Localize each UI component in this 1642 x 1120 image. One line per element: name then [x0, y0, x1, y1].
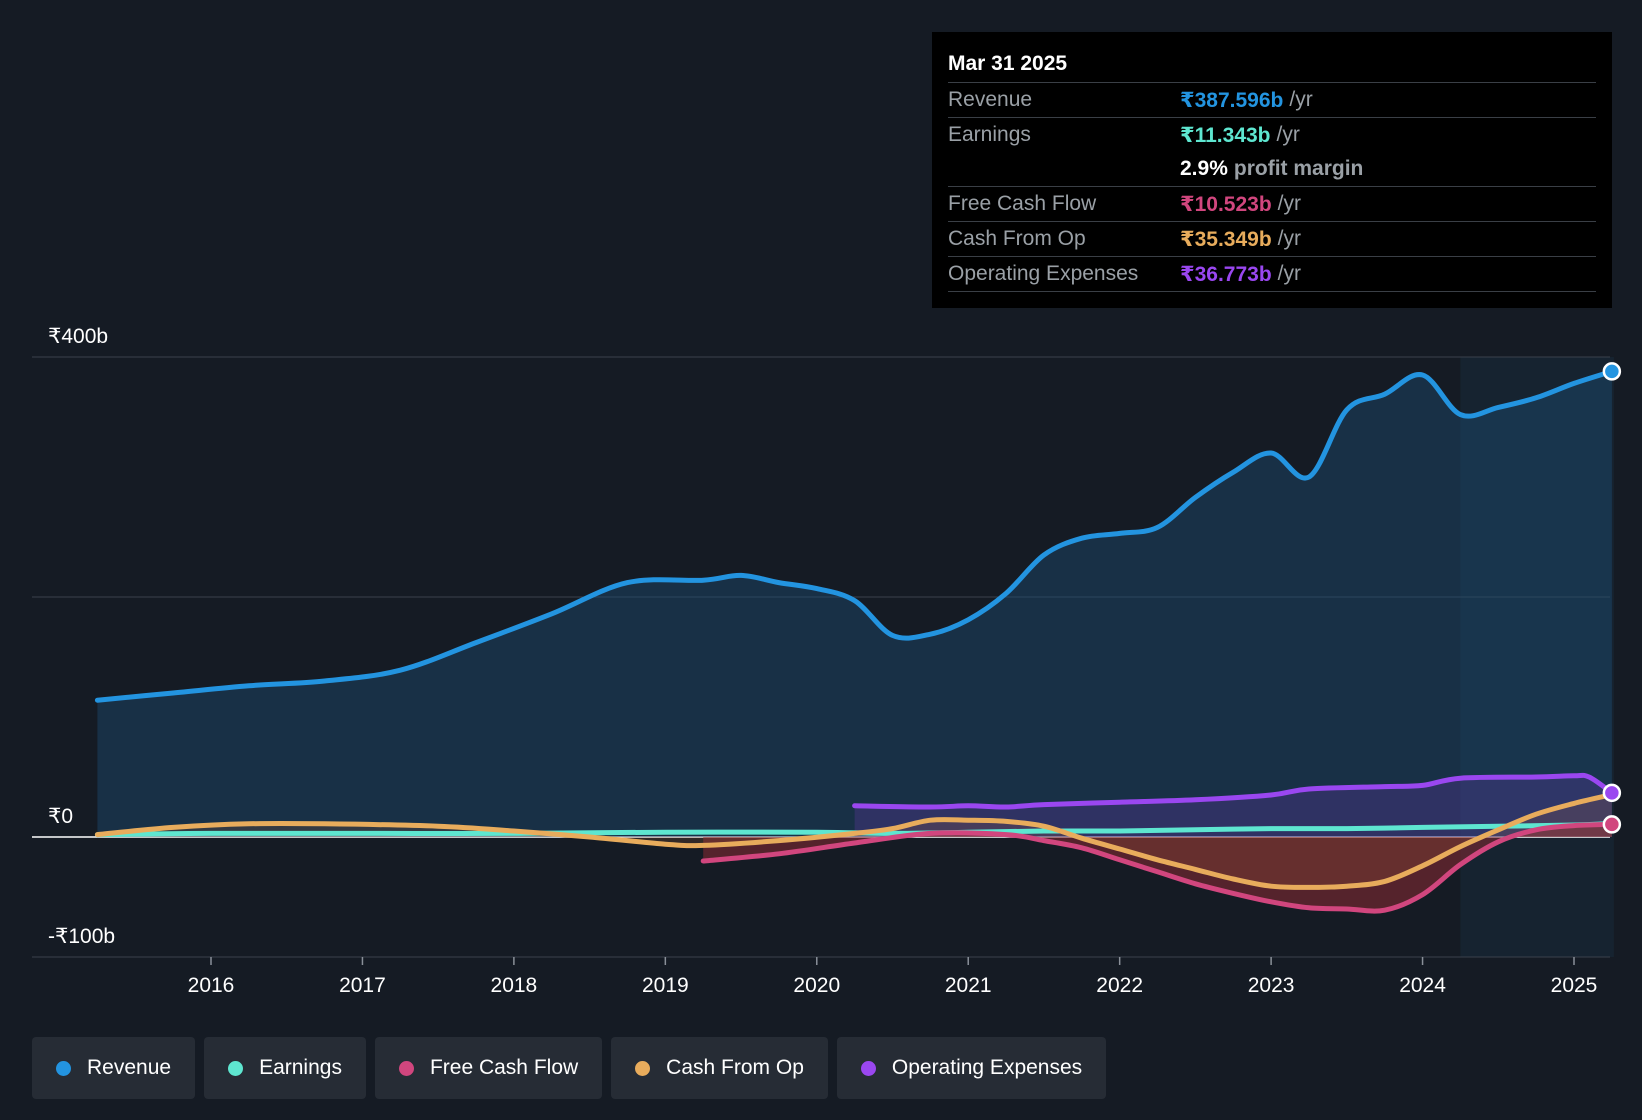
legend-label: Operating Expenses [891, 1056, 1083, 1079]
x-tick-label: 2022 [1096, 974, 1143, 997]
free-cash-flow-line [700, 821, 1615, 914]
legend-label: Revenue [87, 1056, 172, 1079]
x-tick-label: 2025 [1551, 974, 1598, 997]
tooltip-row-earnings: Earnings ₹11.343b /yr [948, 117, 1596, 152]
x-tick-label: 2023 [1248, 974, 1295, 997]
profit-margin-text: profit margin [1233, 157, 1364, 180]
x-tick-label: 2017 [339, 974, 386, 997]
legend-label: Cash From Op [666, 1056, 804, 1079]
tooltip-row-revenue: Revenue ₹387.596b /yr [948, 82, 1596, 117]
legend-item-operating-expenses[interactable]: Operating Expenses [836, 1037, 1107, 1099]
legend-item-cash-from-op[interactable]: Cash From Op [611, 1037, 828, 1099]
tooltip-label: Operating Expenses [948, 262, 1139, 285]
operating-expenses-area [854, 775, 1612, 837]
operating-expenses-line [852, 772, 1615, 810]
cash-from-op-area [97, 794, 1612, 888]
x-tick-label: 2021 [945, 974, 992, 997]
y-tick-label: ₹0 [48, 805, 73, 828]
tooltip-value: ₹10.523b [1180, 192, 1272, 216]
legend-label: Free Cash Flow [429, 1056, 579, 1079]
legend-dot-icon [398, 1060, 414, 1076]
operating-expenses-end-marker [1602, 783, 1622, 803]
legend-dot-icon [635, 1060, 651, 1076]
tooltip-unit: /yr [1277, 262, 1301, 285]
tooltip-label: Revenue [948, 88, 1033, 111]
tooltip-value: ₹387.596b [1180, 88, 1284, 112]
legend-item-earnings[interactable]: Earnings [204, 1037, 366, 1099]
tooltip-unit: /yr [1277, 192, 1301, 215]
x-tick-label: 2020 [793, 974, 840, 997]
tooltip-row-margin: 2.9% profit margin [948, 152, 1596, 186]
legend-dot-icon [860, 1060, 876, 1076]
revenue-line [94, 368, 1615, 703]
free-cash-flow-area [703, 824, 1612, 912]
end-markers [1602, 362, 1622, 834]
x-tick-label: 2024 [1399, 974, 1446, 997]
tooltip-date: Mar 31 2025 [948, 52, 1068, 75]
y-tick-label: ₹400b [48, 325, 108, 348]
profit-margin-value: 2.9% [1180, 157, 1228, 180]
legend-label: Earnings [259, 1056, 342, 1079]
tooltip-row-cfo: Cash From Op ₹35.349b /yr [948, 221, 1596, 256]
legend-item-revenue[interactable]: Revenue [32, 1037, 196, 1099]
legend-dot-icon [228, 1060, 244, 1076]
x-tick-label: 2019 [642, 974, 689, 997]
forecast-band [1460, 357, 1614, 957]
series-areas [97, 371, 1612, 912]
tooltip-label: Free Cash Flow [948, 192, 1097, 215]
x-tick-label: 2018 [491, 974, 538, 997]
tooltip-unit: /yr [1276, 123, 1300, 146]
tooltip-unit: /yr [1277, 227, 1301, 250]
tooltip-value: ₹35.349b [1180, 227, 1272, 251]
tooltip-label: Cash From Op [948, 227, 1086, 250]
axis-labels: ₹400b ₹0 -₹100b 2016 2017 2018 2019 2020 2021 202… [48, 325, 1597, 997]
y-tick-label: -₹100b [48, 925, 115, 948]
series-lines [94, 368, 1615, 914]
tooltip-value: ₹36.773b [1180, 262, 1272, 286]
tooltip-label: Earnings [948, 123, 1031, 146]
legend-dot-icon [56, 1060, 71, 1076]
revenue-end-marker [1602, 362, 1622, 381]
free-cash-flow-end-marker [1602, 815, 1622, 834]
x-tick-label: 2016 [188, 974, 235, 997]
legend-item-free-cash-flow[interactable]: Free Cash Flow [374, 1037, 603, 1099]
legend: Revenue Earnings Free Cash Flow Cash Fro… [32, 1037, 1107, 1099]
tooltip-unit: /yr [1289, 88, 1313, 111]
tooltip-row-fcf: Free Cash Flow ₹10.523b /yr [948, 186, 1596, 221]
tooltip: Mar 31 2025 Revenue ₹387.596b /yr Earnin… [932, 32, 1612, 308]
cash-from-op-line [94, 792, 1615, 890]
revenue-area [97, 371, 1612, 837]
tooltip-value: ₹11.343b [1180, 123, 1271, 147]
tooltip-row-opex: Operating Expenses ₹36.773b /yr [948, 256, 1596, 292]
